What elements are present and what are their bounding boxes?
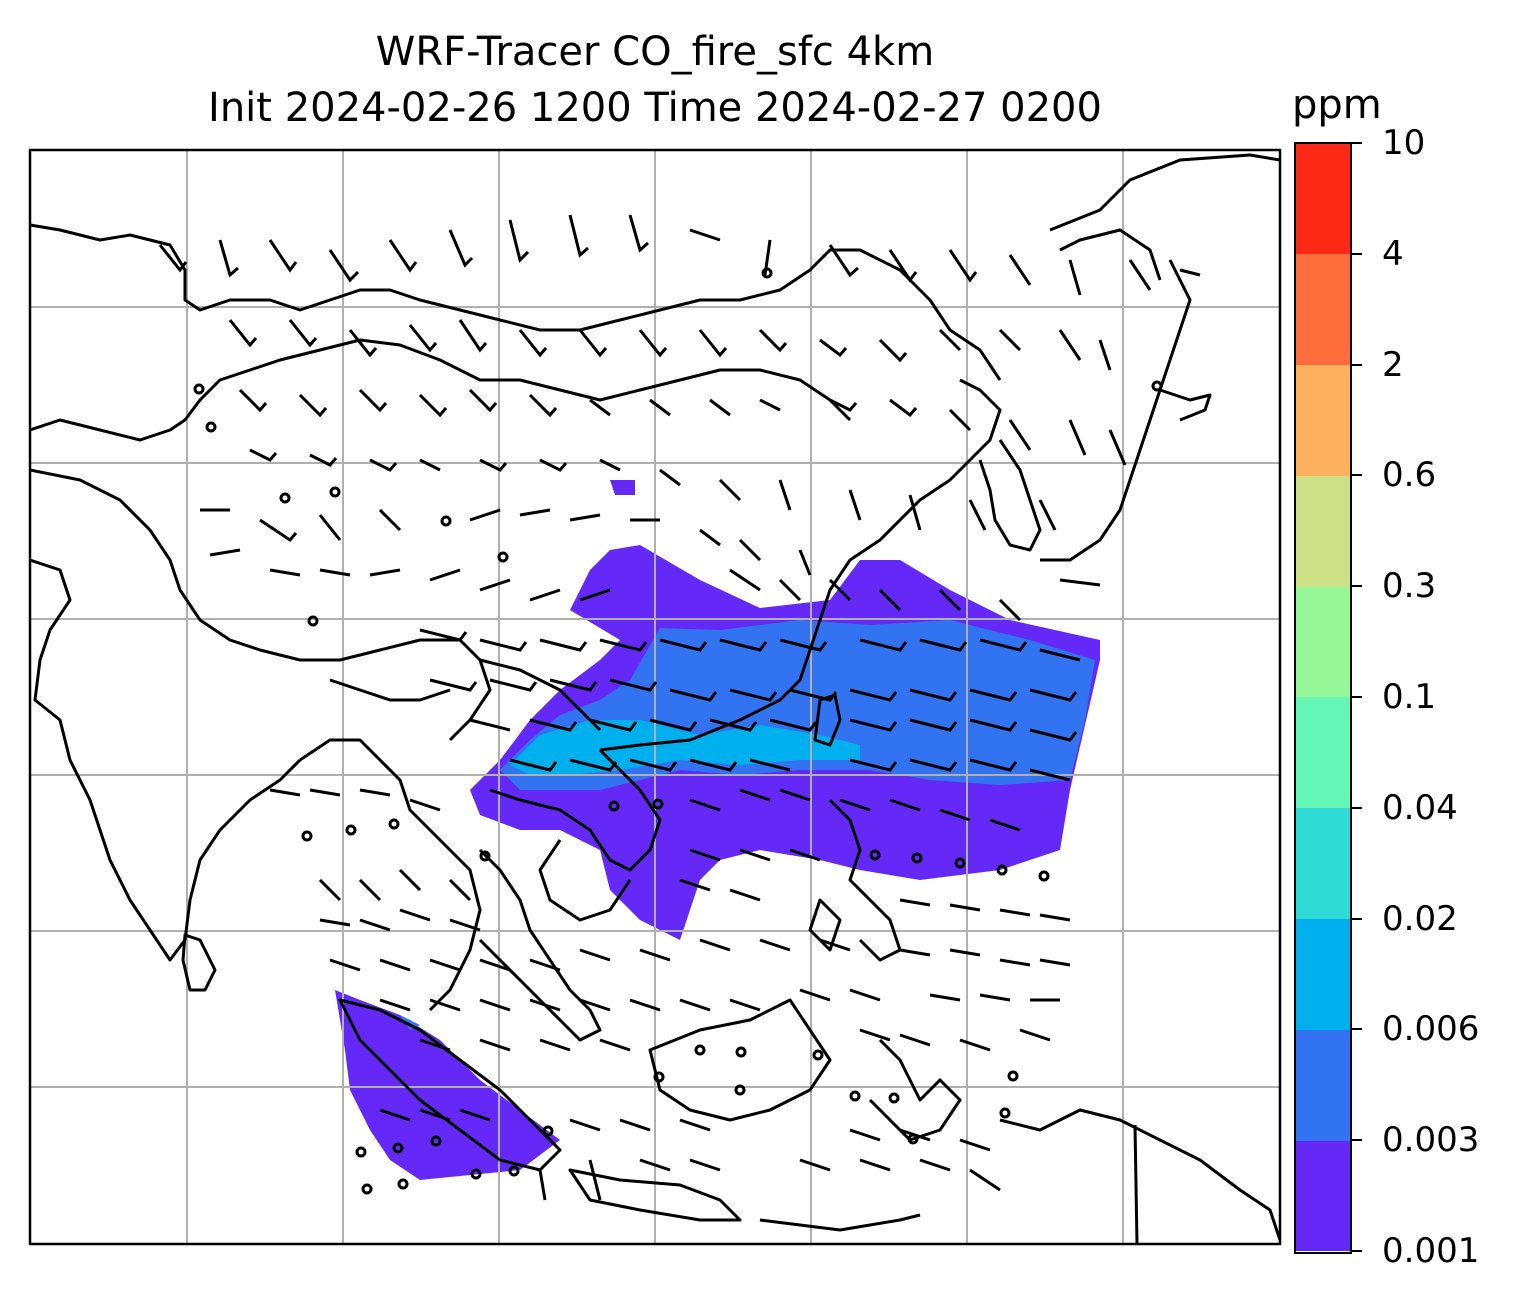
colorbar-tick-mark: [1350, 1028, 1362, 1031]
colorbar-tick-mark: [1350, 1250, 1362, 1252]
co-tracer-shading: [335, 480, 1100, 1180]
colorbar-tick-label: 0.02: [1382, 898, 1458, 939]
wind-barbs-strong: [419, 628, 1081, 782]
map-frame: [28, 148, 1282, 1246]
co-band-0.006: [510, 720, 860, 775]
colorbar-segment: [1296, 1029, 1350, 1141]
colorbar-tick-mark: [1350, 252, 1362, 255]
colorbar-tick-label: 0.1: [1382, 677, 1437, 717]
colorbar-tick-mark: [1350, 696, 1362, 698]
co-band-sumatra: [335, 990, 560, 1180]
colorbar-segment: [1296, 475, 1350, 587]
colorbar-tick-mark: [1350, 474, 1362, 477]
colorbar-tick-label: 4: [1382, 233, 1404, 274]
colorbar-tick-label: 0.006: [1382, 1009, 1480, 1050]
map-title-line-1: WRF-Tracer CO_fire_sfc 4km: [375, 29, 935, 75]
lat-lon-gridlines: [30, 150, 1280, 1244]
colorbar-segment: [1296, 697, 1350, 809]
colorbar-tick-mark: [1350, 142, 1362, 144]
colorbar-segment: [1296, 918, 1350, 1030]
map-area: [30, 150, 1280, 1244]
colorbar-tick-mark: [1350, 585, 1362, 588]
colorbar-tick-label: 2: [1382, 344, 1404, 385]
colorbar-segment: [1296, 1140, 1350, 1252]
colorbar-tick-label: 0.04: [1382, 787, 1458, 828]
co-patch: [610, 480, 635, 495]
colorbar-segment: [1296, 143, 1350, 255]
colorbar-tick-mark: [1350, 1139, 1362, 1142]
calm-wind-circles: [193, 267, 1163, 1195]
wind-barbs-south: [269, 788, 1071, 1201]
colorbar-tick-label: 0.3: [1382, 566, 1437, 607]
wind-barbs: [158, 214, 1201, 622]
map-title-line-2: Init 2024-02-26 1200 Time 2024-02-27 020…: [208, 85, 1102, 131]
colorbar-tick-label: 10: [1382, 123, 1426, 163]
colorbar-segment: [1296, 586, 1350, 698]
colorbar-tick-label: 0.003: [1382, 1120, 1480, 1161]
colorbar-tick-label: 0.001: [1382, 1231, 1480, 1271]
colorbar-tick-mark: [1350, 806, 1362, 809]
colorbar-segment: [1296, 364, 1350, 476]
colorbar-unit: ppm: [1292, 82, 1382, 128]
colorbar-frame: [1294, 142, 1352, 1254]
colorbar-tick-label: 0.6: [1382, 455, 1437, 496]
colorbar-segment: [1296, 807, 1350, 920]
coastlines: [30, 153, 1280, 1244]
colorbar-tick-mark: [1350, 363, 1362, 366]
colorbar-segment: [1296, 253, 1350, 366]
colorbar-tick-mark: [1350, 917, 1362, 920]
